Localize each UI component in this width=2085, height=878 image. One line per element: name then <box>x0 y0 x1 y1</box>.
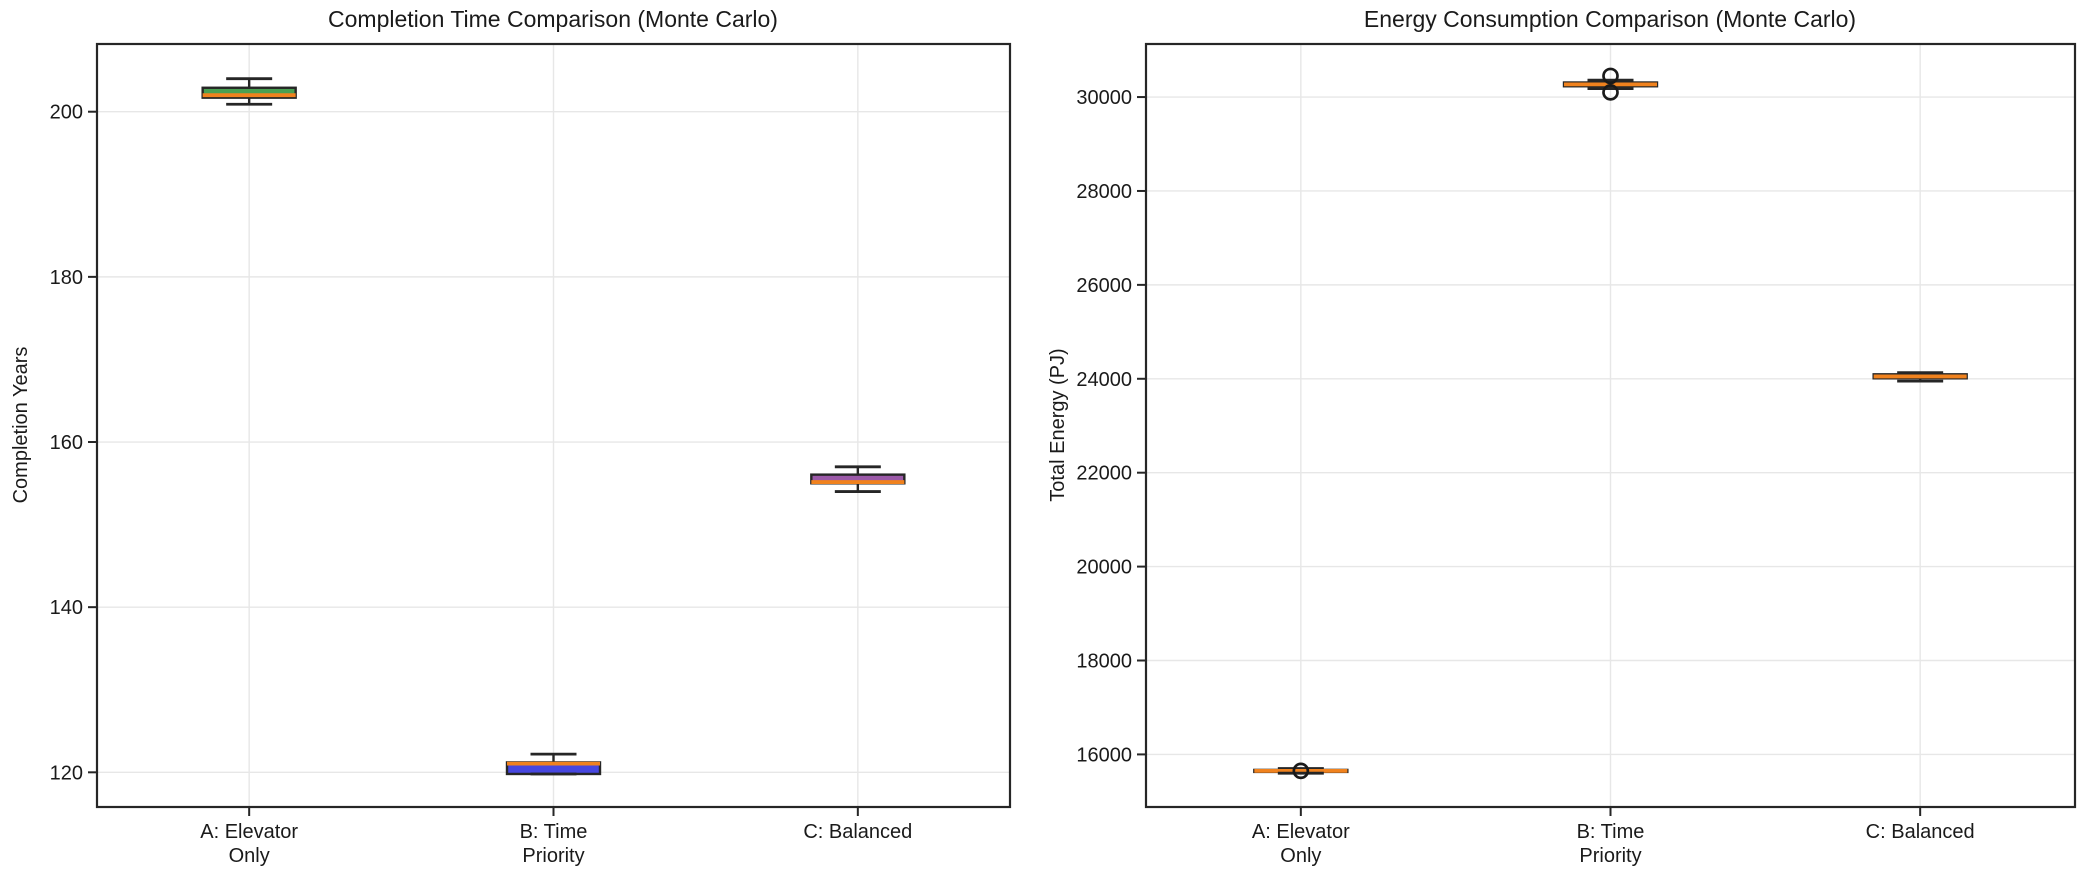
y-tick-label: 18000 <box>1076 651 1132 673</box>
y-tick-label: 26000 <box>1076 275 1132 297</box>
y-tick-label: 200 <box>50 102 83 124</box>
right-y-axis-label: Total Energy (PJ) <box>1047 348 1069 501</box>
subplot-left: 120 140 160 180 200 A: Elevator Only B: Time Pri… <box>50 42 1012 867</box>
subplot-right: 16000 18000 20000 22000 24000 26000 28000 30000… <box>1076 42 2077 867</box>
x-tick-label: A: Elevator Only <box>1252 821 1350 867</box>
x-tick-label: C: Balanced <box>803 821 912 843</box>
box-rect <box>201 86 297 99</box>
boxplot-left-3 <box>810 465 906 493</box>
y-tick-label: 30000 <box>1076 87 1132 109</box>
outlier-marker <box>1292 762 1310 780</box>
outlier-marker <box>1602 84 1619 101</box>
x-tick-label: B: Time Priority <box>1577 821 1645 867</box>
y-tick-label: 16000 <box>1076 744 1132 766</box>
x-tick-label: A: Elevator Only <box>200 821 298 867</box>
y-tick-label: 28000 <box>1076 181 1132 203</box>
y-tick-label: 160 <box>50 432 83 454</box>
left-y-axis-label: Completion Years <box>10 347 32 504</box>
x-tick-label: B: Time Priority <box>520 821 588 867</box>
boxplot-right-2 <box>1562 67 1659 101</box>
y-tick-label: 20000 <box>1076 557 1132 579</box>
y-tick-label: 120 <box>50 762 83 784</box>
y-tick-label: 180 <box>50 267 83 289</box>
y-tick-label: 24000 <box>1076 369 1132 391</box>
boxplot-left-1 <box>201 77 297 106</box>
plots-root: 120 140 160 180 200 A: Elevator Only B: Time Pri… <box>50 42 2077 867</box>
y-tick-label: 140 <box>50 597 83 619</box>
left-chart-title: Completion Time Comparison (Monte Carlo) <box>328 6 778 32</box>
x-tick-label: C: Balanced <box>1866 821 1975 843</box>
boxplot-right-3 <box>1872 371 1968 383</box>
y-tick-label: 22000 <box>1076 463 1132 485</box>
outlier-marker <box>1602 67 1619 85</box>
right-chart-title: Energy Consumption Comparison (Monte Car… <box>1364 6 1856 32</box>
boxplot-left-2 <box>505 752 602 776</box>
boxplot-right-1 <box>1253 762 1349 780</box>
